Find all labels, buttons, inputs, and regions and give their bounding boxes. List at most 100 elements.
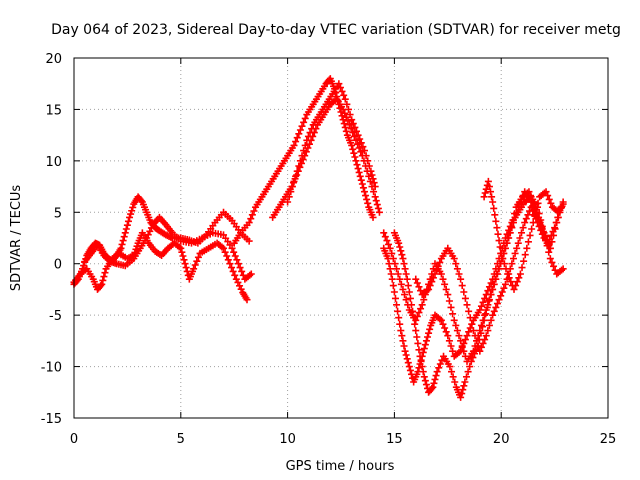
data-points <box>70 75 567 401</box>
data-point <box>476 306 484 314</box>
data-point <box>476 327 484 335</box>
data-point <box>374 204 382 212</box>
data-point <box>429 274 437 282</box>
data-point <box>400 260 408 268</box>
data-point <box>243 296 251 304</box>
data-point <box>509 255 517 263</box>
data-point <box>468 320 476 328</box>
data-point <box>446 363 454 371</box>
data-point <box>351 123 359 131</box>
data-point <box>403 275 411 283</box>
data-point <box>495 265 503 273</box>
data-point <box>220 244 228 252</box>
data-point <box>494 230 502 238</box>
data-point <box>298 122 306 130</box>
data-point <box>363 195 371 203</box>
data-point <box>303 136 311 144</box>
data-point <box>429 383 437 391</box>
data-point <box>516 234 524 242</box>
data-point <box>479 339 487 347</box>
data-point <box>236 264 244 272</box>
data-point <box>512 282 520 290</box>
data-point <box>405 288 413 296</box>
data-point <box>385 260 393 268</box>
data-point <box>412 327 420 335</box>
data-point <box>301 114 309 122</box>
data-point <box>396 275 404 283</box>
data-point <box>543 237 551 245</box>
data-point <box>121 229 129 237</box>
data-point <box>458 342 466 350</box>
plot-frame <box>73 57 609 419</box>
data-point <box>489 198 497 206</box>
x-tick-label: 15 <box>386 432 403 447</box>
data-point <box>250 207 258 215</box>
data-point <box>528 225 536 233</box>
data-point <box>465 307 473 315</box>
data-point <box>123 221 131 229</box>
data-point <box>413 333 421 341</box>
data-point <box>400 342 408 350</box>
data-point <box>395 314 403 322</box>
data-point <box>527 198 535 206</box>
y-axis-label: SDTVAR / TECUs <box>9 185 24 292</box>
data-point <box>228 244 236 252</box>
y-tick-label: 20 <box>45 52 62 67</box>
data-point <box>439 275 447 283</box>
data-point <box>477 321 485 329</box>
data-point <box>484 287 492 295</box>
data-point <box>178 248 186 256</box>
series-track-j <box>380 188 567 365</box>
data-point <box>425 329 433 337</box>
series-track-d <box>230 75 377 247</box>
data-point <box>542 233 550 241</box>
series-track-f <box>284 80 379 206</box>
data-point <box>460 382 468 390</box>
data-point <box>481 189 489 197</box>
data-point <box>292 138 300 146</box>
data-point <box>364 157 372 165</box>
data-point <box>100 273 108 281</box>
data-point <box>534 199 542 207</box>
data-point <box>519 224 527 232</box>
data-point <box>341 95 349 103</box>
data-point <box>338 87 346 95</box>
data-point <box>290 141 298 149</box>
data-point <box>231 252 239 260</box>
data-point <box>559 265 567 273</box>
data-point <box>226 260 234 268</box>
data-point <box>296 157 304 165</box>
data-point <box>428 270 436 278</box>
data-point <box>441 324 449 332</box>
data-point <box>519 192 527 200</box>
data-point <box>510 285 518 293</box>
data-point <box>365 172 373 180</box>
data-point <box>493 300 501 308</box>
data-point <box>453 327 461 335</box>
data-point <box>221 248 229 256</box>
data-point <box>559 200 567 208</box>
data-point <box>396 243 404 251</box>
data-point <box>394 270 402 278</box>
data-point <box>370 179 378 187</box>
data-point <box>411 320 419 328</box>
data-point <box>500 260 508 268</box>
x-tick-label: 20 <box>493 432 510 447</box>
data-point <box>415 283 423 291</box>
data-point <box>245 219 253 227</box>
data-point <box>509 219 517 227</box>
data-point <box>360 147 368 155</box>
data-point <box>457 337 465 345</box>
data-point <box>482 332 490 340</box>
data-point <box>461 336 469 344</box>
data-point <box>422 381 430 389</box>
data-point <box>344 105 352 113</box>
data-point <box>513 208 521 216</box>
data-point <box>373 201 381 209</box>
data-point <box>179 252 187 260</box>
data-point <box>293 167 301 175</box>
data-point <box>391 294 399 302</box>
data-point <box>372 197 380 205</box>
data-point <box>247 270 255 278</box>
data-point <box>304 132 312 140</box>
